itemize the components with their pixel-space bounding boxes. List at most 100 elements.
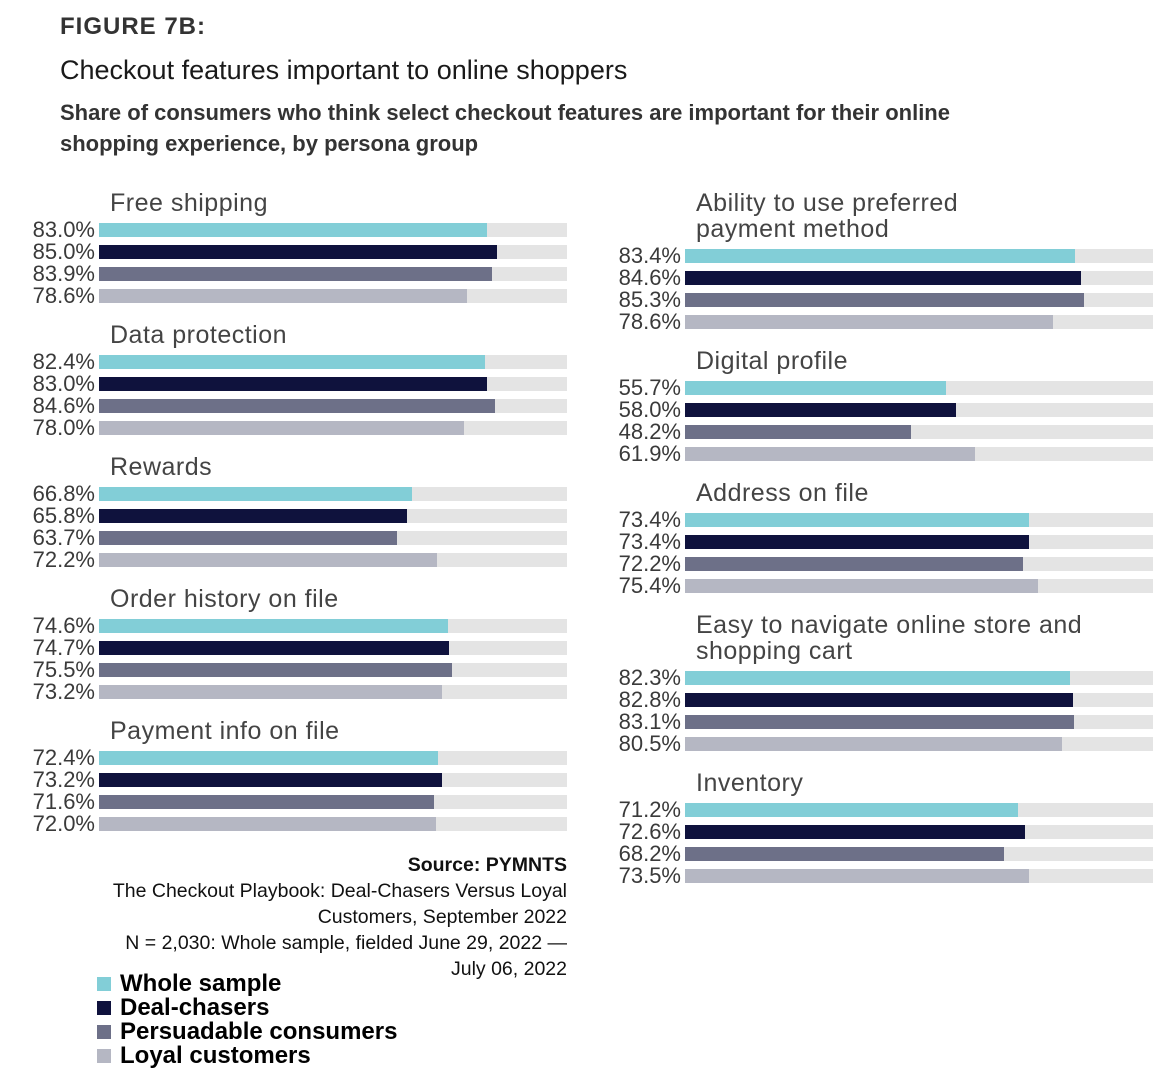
group-title: Free shipping: [110, 190, 600, 216]
bar-group: Rewards 66.8% 65.8% 63.7% 72.2%: [0, 454, 600, 571]
data-label: 73.2%: [32, 767, 95, 792]
data-label: 83.4%: [618, 243, 681, 268]
bar-track: [99, 795, 567, 809]
legend-item: Persuadable consumers: [97, 1018, 398, 1045]
bar-track: [685, 825, 1153, 839]
bar-row: 72.6%: [586, 821, 1170, 843]
bar-persuadable-consumers: [685, 715, 1074, 729]
bar-row: 63.7%: [0, 527, 600, 549]
legend-label: Persuadable consumers: [120, 1018, 398, 1045]
bar-group: Order history on file 74.6% 74.7% 75.5% 73.2…: [0, 586, 600, 703]
bar-track: [99, 663, 567, 677]
bar-deal-chasers: [685, 403, 957, 417]
bar-track: [685, 425, 1153, 439]
bar-persuadable-consumers: [99, 399, 495, 413]
bar-track: [99, 619, 567, 633]
chart-title: Checkout features important to online sh…: [60, 55, 628, 85]
bar-row: 82.3%: [586, 667, 1170, 689]
group-title-line: payment method: [696, 215, 890, 243]
bar-track: [685, 803, 1153, 817]
bar-loyal-customers: [685, 447, 975, 461]
data-label: 83.9%: [32, 261, 95, 286]
source-line: N = 2,030: Whole sample, fielded June 29…: [125, 932, 567, 954]
data-label: 73.2%: [32, 679, 95, 704]
data-label: 68.2%: [618, 841, 681, 866]
group-title-line: Free shipping: [110, 189, 268, 217]
bar-group: Ability to use preferred payment method 83…: [586, 190, 1170, 333]
bar-persuadable-consumers: [685, 847, 1005, 861]
bar-row: 78.6%: [586, 311, 1170, 333]
bar-row: 73.2%: [0, 769, 600, 791]
bar-loyal-customers: [99, 553, 437, 567]
bar-deal-chasers: [685, 535, 1029, 549]
data-label: 72.0%: [32, 811, 95, 836]
bar-row: 66.8%: [0, 483, 600, 505]
data-label: 72.2%: [32, 547, 95, 572]
bar-whole-sample: [99, 487, 412, 501]
bar-persuadable-consumers: [99, 663, 453, 677]
bar-row: 83.1%: [586, 711, 1170, 733]
bar-row: 55.7%: [586, 377, 1170, 399]
bar-deal-chasers: [99, 245, 497, 259]
bar-track: [685, 249, 1153, 263]
bar-group: Data protection 82.4% 83.0% 84.6% 78.0%: [0, 322, 600, 439]
bar-whole-sample: [99, 355, 485, 369]
legend-swatch: [97, 977, 111, 991]
bar-track: [99, 267, 567, 281]
group-title-line: Rewards: [110, 453, 213, 481]
data-label: 65.8%: [32, 503, 95, 528]
bar-group: Digital profile 55.7% 58.0% 48.2% 61.9%: [586, 348, 1170, 465]
legend-swatch: [97, 1001, 111, 1015]
bar-track: [99, 487, 567, 501]
bar-track: [685, 847, 1153, 861]
data-label: 63.7%: [32, 525, 95, 550]
bar-deal-chasers: [685, 825, 1025, 839]
bar-row: 73.4%: [586, 509, 1170, 531]
bar-row: 71.6%: [0, 791, 600, 813]
group-title-line: Easy to navigate online store and: [696, 611, 1083, 639]
source-label: Source: PYMNTS: [407, 854, 567, 876]
bar-track: [685, 513, 1153, 527]
bar-loyal-customers: [99, 817, 436, 831]
group-title-line: Digital profile: [696, 347, 849, 375]
data-label: 78.0%: [32, 415, 95, 440]
data-label: 71.2%: [618, 797, 681, 822]
bar-deal-chasers: [99, 641, 449, 655]
bar-group: Address on file 73.4% 73.4% 72.2% 75.4%: [586, 480, 1170, 597]
group-title-line: Inventory: [696, 769, 804, 797]
bar-track: [99, 377, 567, 391]
data-label: 74.7%: [32, 635, 95, 660]
bar-row: 85.0%: [0, 241, 600, 263]
data-label: 82.4%: [32, 349, 95, 374]
bar-row: 68.2%: [586, 843, 1170, 865]
bar-row: 75.5%: [0, 659, 600, 681]
chart-subtitle: Share of consumers who think select chec…: [60, 100, 950, 156]
bar-row: 78.0%: [0, 417, 600, 439]
data-label: 84.6%: [32, 393, 95, 418]
bar-deal-chasers: [99, 509, 407, 523]
bar-row: 72.0%: [0, 813, 600, 835]
group-title: Easy to navigate online store and shoppin…: [696, 612, 1170, 664]
bar-row: 73.2%: [0, 681, 600, 703]
bar-persuadable-consumers: [99, 531, 398, 545]
bar-row: 74.7%: [0, 637, 600, 659]
group-title: Rewards: [110, 454, 600, 480]
data-label: 75.5%: [32, 657, 95, 682]
data-label: 84.6%: [618, 265, 681, 290]
bar-track: [685, 447, 1153, 461]
data-label: 72.6%: [618, 819, 681, 844]
bar-loyal-customers: [99, 421, 465, 435]
bar-track: [99, 509, 567, 523]
data-label: 74.6%: [32, 613, 95, 638]
bar-track: [685, 715, 1153, 729]
group-title: Inventory: [696, 770, 1170, 796]
bar-track: [99, 223, 567, 237]
bar-row: 73.4%: [586, 531, 1170, 553]
bar-row: 83.0%: [0, 373, 600, 395]
data-label: 72.4%: [32, 745, 95, 770]
data-label: 72.2%: [618, 551, 681, 576]
bar-row: 72.2%: [586, 553, 1170, 575]
bar-track: [99, 421, 567, 435]
data-label: 71.6%: [32, 789, 95, 814]
bar-persuadable-consumers: [685, 557, 1023, 571]
